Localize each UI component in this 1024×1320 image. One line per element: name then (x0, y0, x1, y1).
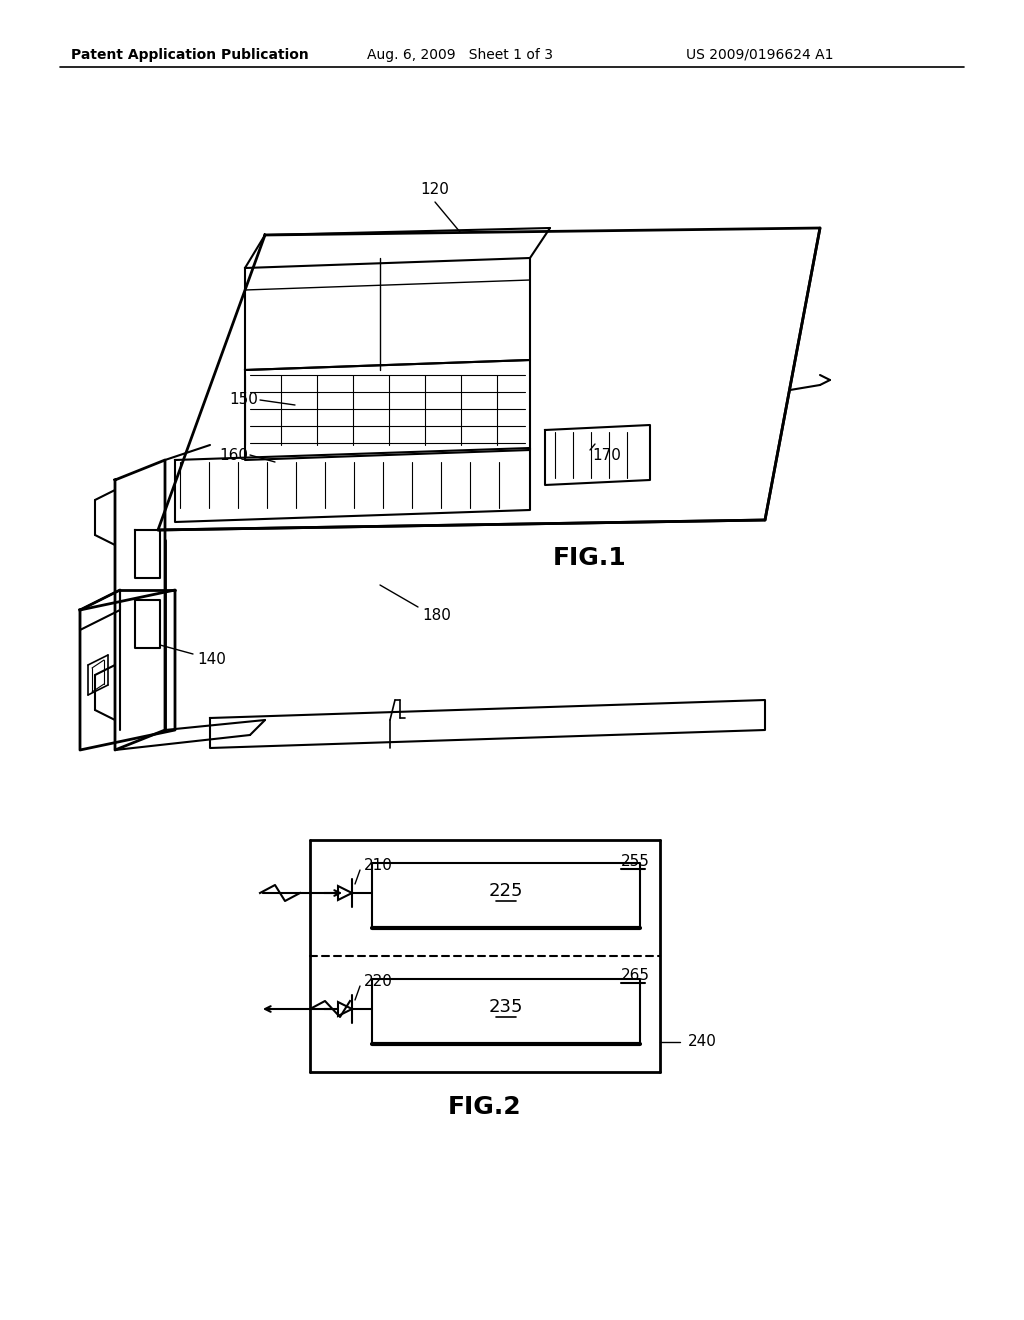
Text: FIG.1: FIG.1 (553, 546, 627, 570)
Text: FIG.2: FIG.2 (449, 1096, 522, 1119)
Text: 170: 170 (592, 447, 621, 462)
Text: 150: 150 (229, 392, 258, 408)
Text: 140: 140 (197, 652, 226, 668)
Text: 265: 265 (621, 969, 649, 983)
Text: 255: 255 (621, 854, 649, 870)
Text: 240: 240 (688, 1035, 717, 1049)
Text: Aug. 6, 2009   Sheet 1 of 3: Aug. 6, 2009 Sheet 1 of 3 (367, 48, 553, 62)
Text: US 2009/0196624 A1: US 2009/0196624 A1 (686, 48, 834, 62)
Text: 120: 120 (421, 182, 450, 198)
Text: 180: 180 (422, 607, 451, 623)
Text: 210: 210 (364, 858, 393, 874)
Text: 220: 220 (364, 974, 393, 990)
Text: 235: 235 (488, 998, 523, 1015)
Text: Patent Application Publication: Patent Application Publication (71, 48, 309, 62)
Text: 160: 160 (219, 447, 248, 462)
Text: 225: 225 (488, 882, 523, 899)
